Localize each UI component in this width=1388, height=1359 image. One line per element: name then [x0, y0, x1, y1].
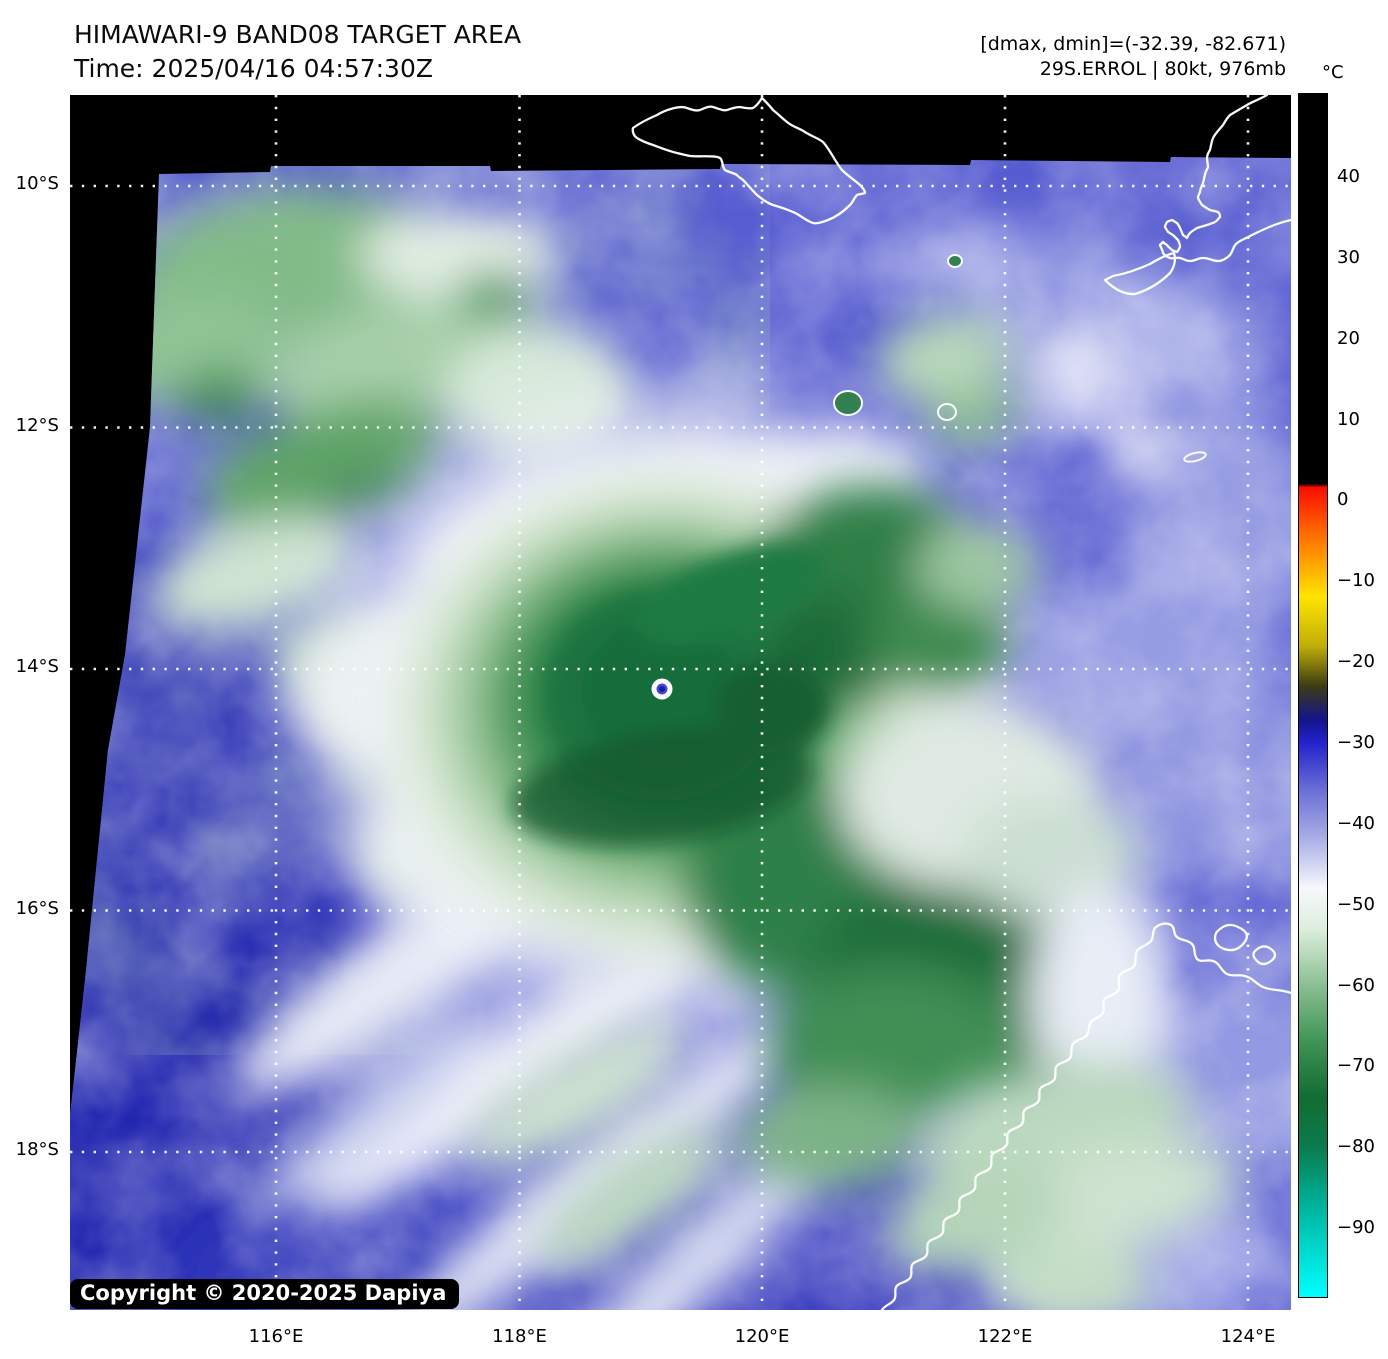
colorbar-tick-label: −50	[1337, 893, 1375, 915]
colorbar-ticks: 40 30 20 10 0 −10 −20 −30 −40 −50 −60 −70 −80 −90	[1337, 93, 1387, 1298]
coastline-wetar-island	[1103, 251, 1177, 296]
colorbar-tick-label: −70	[1337, 1055, 1375, 1077]
colorbar-tick-label: 0	[1337, 489, 1349, 511]
coastlines	[631, 95, 1291, 1310]
coastline-kimberley-island-2	[1252, 945, 1277, 966]
lon-tick-label: 118°E	[492, 1326, 547, 1347]
coastline-timor	[631, 96, 867, 225]
colorbar-tick-label: 30	[1337, 246, 1360, 268]
cyclone-core	[511, 544, 829, 847]
colorbar-tick-label: −90	[1337, 1217, 1375, 1239]
page-title: HIMAWARI-9 BAND08 TARGET AREA	[74, 20, 522, 49]
lat-tick-label: 14°S	[15, 656, 59, 677]
latitude-axis: 10°S 12°S 14°S 16°S 18°S	[0, 95, 64, 1310]
colorbar	[1298, 93, 1328, 1298]
storm-label: 29S.ERROL | 80kt, 976mb	[1039, 58, 1286, 80]
colorbar-tick-label: 20	[1337, 327, 1360, 349]
time-label: Time: 2025/04/16 04:57:30Z	[74, 54, 433, 83]
colorbar-tick-label: 40	[1337, 166, 1360, 187]
coastline-australia	[880, 922, 1291, 1310]
lon-tick-label: 120°E	[734, 1326, 790, 1347]
island-outlines	[833, 254, 1207, 463]
data-swath	[70, 157, 1291, 1310]
satellite-map: Copyright © 2020-2025 Dapiya	[70, 95, 1291, 1310]
lat-tick-label: 18°S	[15, 1139, 59, 1160]
coastline-ne-islands	[1158, 95, 1291, 263]
longitude-axis: 116°E 118°E 120°E 122°E 124°E	[70, 1313, 1291, 1353]
colorbar-tick-label: 10	[1337, 408, 1360, 430]
lon-tick-label: 122°E	[977, 1326, 1033, 1347]
se-fringe-layer	[885, 1061, 1242, 1310]
lat-tick-label: 12°S	[15, 414, 59, 436]
colorbar-unit-label: °C	[1322, 62, 1344, 83]
colorbar-tick-label: −40	[1337, 812, 1375, 834]
colorbar-tick-label: −10	[1337, 570, 1375, 592]
lon-tick-label: 124°E	[1220, 1326, 1276, 1347]
dmax-dmin-label: [dmax, dmin]=(-32.39, -82.671)	[980, 33, 1286, 55]
colorbar-tick-label: −60	[1337, 974, 1375, 996]
nw-cloud-band-layer	[95, 187, 1023, 789]
colorbar-tick-label: −80	[1337, 1136, 1375, 1158]
cyclone-eye	[651, 678, 673, 700]
copyright-badge: Copyright © 2020-2025 Dapiya	[70, 1279, 460, 1309]
lon-tick-label: 116°E	[248, 1326, 304, 1347]
gridlines	[70, 95, 1291, 1310]
lat-tick-label: 10°S	[15, 173, 59, 194]
satellite-image	[70, 95, 1291, 1310]
colorbar-tick-label: −20	[1337, 651, 1375, 673]
colorbar-tick-label: −30	[1337, 731, 1375, 753]
coastline-kimberley-island-1	[1213, 923, 1249, 952]
lat-tick-label: 16°S	[15, 897, 59, 919]
